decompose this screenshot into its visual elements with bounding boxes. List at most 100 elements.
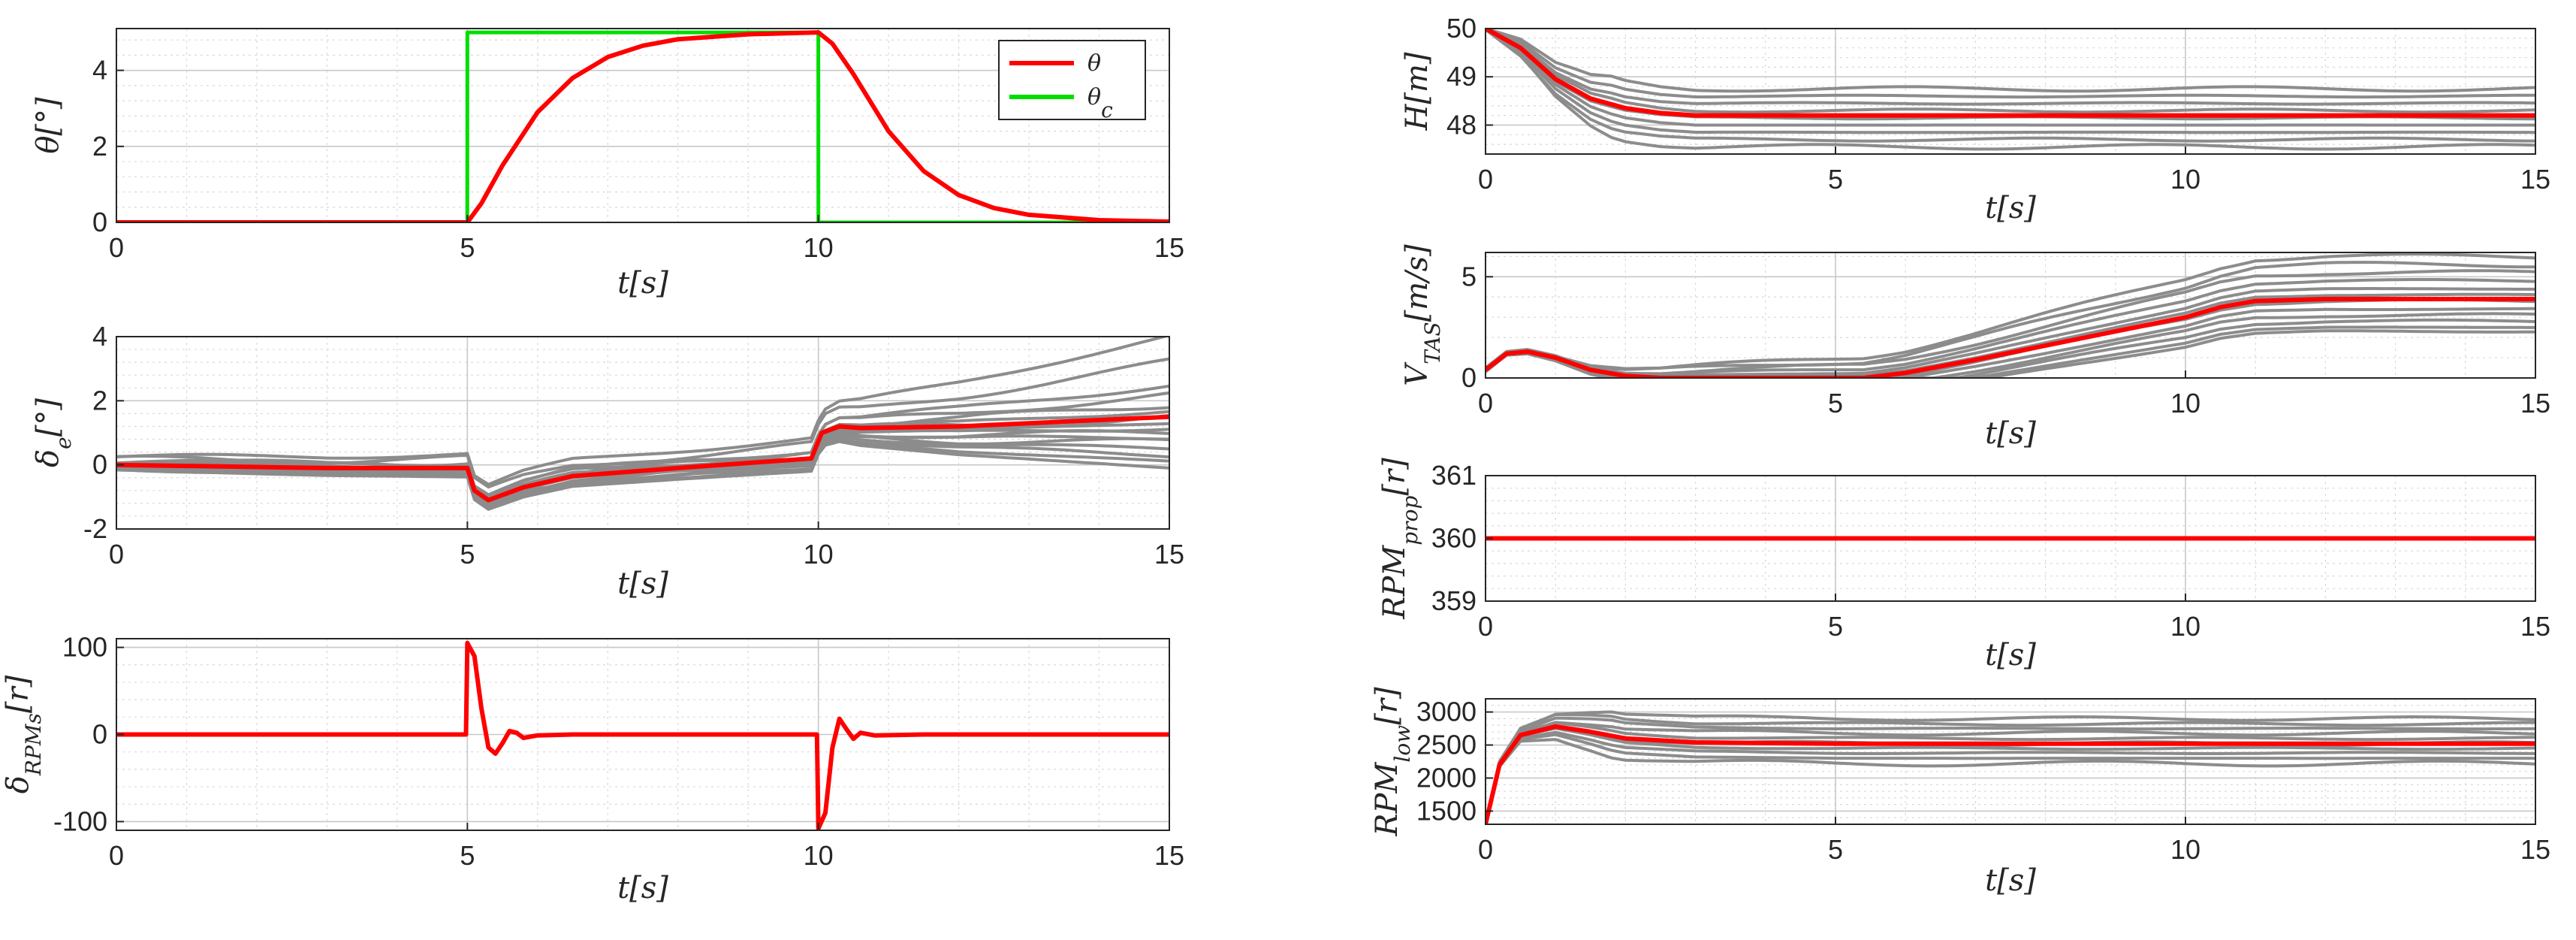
x-tick-label: 10 [2170,164,2200,195]
ensemble-run [1486,29,2535,127]
ensemble-run [1486,727,2535,824]
plot-lines [116,640,1169,830]
x-tick-label: 0 [1478,834,1493,865]
y-tick-label: 361 [1431,460,1477,491]
x-tick-label: 0 [109,539,124,570]
x-tick-label: 5 [1828,164,1843,195]
y-tick-label: 0 [92,719,107,750]
x-tick-label: 10 [2170,834,2200,865]
ensemble-run [1486,29,2535,135]
series-nominal [1486,724,2535,824]
y-tick-label: 3000 [1416,697,1477,727]
ensemble-run [116,384,1169,498]
y-axis-label: VTAS[m/s]VTAS[m/s] [1400,244,1445,386]
ensemble-run [1486,730,2535,824]
x-axis-label: t[s] [617,567,668,601]
plot-area [116,29,1169,222]
ensemble-run [1486,29,2535,143]
axes-box [116,28,1170,223]
series-θ [116,30,1169,222]
x-tick-label: 10 [804,539,834,570]
ensemble-run [1486,312,2535,378]
series-nominal [1486,29,2535,118]
x-tick-label: 5 [1828,611,1843,642]
plot-lines [1486,252,2535,378]
axes-box [1485,252,2536,379]
y-tick-label: 0 [92,207,107,237]
y-axis-label: θ[°]θ[°] [31,97,65,154]
plot-lines [1486,29,2535,151]
ensemble-run [1486,721,2535,824]
y-tick-label: 2000 [1416,762,1477,793]
x-tick-label: 0 [109,232,124,263]
x-tick-label: 5 [460,539,475,570]
y-axis-label: H[m]H[m] [1400,52,1434,131]
ensemble-run [1486,307,2535,378]
x-tick-label: 5 [1828,388,1843,419]
y-tick-label: 359 [1431,585,1477,616]
ensemble-run [1486,261,2535,373]
y-tick-label: 2 [92,385,107,416]
x-tick-label: 15 [1154,840,1184,871]
y-tick-label: 50 [1446,13,1477,44]
ensemble-run [1486,710,2535,824]
ensemble-run [1486,287,2535,377]
x-tick-label: 5 [1828,834,1843,865]
y-axis-label: δe[°]δe[°] [31,398,76,467]
ensemble-run [116,337,1169,486]
series-θc [116,30,1169,222]
x-tick-label: 15 [1154,539,1184,570]
x-tick-label: 10 [2170,388,2200,419]
x-tick-label: 15 [2520,611,2550,642]
chart-altitude: 0 5 10 15 48 49 50 t[s] H[m]H[m] [1400,13,2550,225]
plot-area [116,337,1169,529]
ensemble-run [116,410,1169,502]
x-tick-label: 0 [1478,388,1493,419]
legend-box [998,40,1146,120]
ensemble-run [1486,325,2535,378]
legend-label: θ [1087,50,1101,77]
ensemble-run [116,406,1169,503]
y-tick-label: 0 [1461,362,1477,393]
plot-lines [1486,710,2535,824]
ensemble-run [1486,29,2535,114]
ensemble-run [1486,733,2535,824]
y-axis-label: RPMprop[r]RPMprop[r] [1377,458,1422,620]
chart-theta: 0 5 10 15 0 2 4 t[s] θ[°]θ[°] θ θc [31,28,1184,301]
axes-box [1485,28,2536,155]
ensemble-run [1486,721,2535,824]
ensemble-run [116,440,1169,512]
ensemble-run [1486,329,2535,378]
y-tick-label: -2 [83,513,107,544]
x-tick-label: 0 [1478,164,1493,195]
y-tick-label: 0 [92,449,107,480]
y-tick-label: 360 [1431,523,1477,554]
x-tick-label: 15 [2520,164,2550,195]
y-tick-label: 100 [62,632,107,663]
x-axis-label: t[s] [617,266,668,301]
series-nominal [116,640,1169,830]
ensemble-run [1486,29,2535,99]
plot-lines [116,337,1169,512]
x-tick-label: 15 [1154,232,1184,263]
axes-box [116,336,1170,530]
ensemble-run [1486,278,2535,376]
y-tick-label: 4 [92,55,107,86]
y-tick-label: 2 [92,131,107,162]
ensemble-run [1486,29,2535,151]
x-tick-label: 5 [460,232,475,263]
y-tick-label: 4 [92,321,107,352]
x-tick-label: 10 [804,840,834,871]
y-axis-label: RPMlow[r]RPMlow[r] [1370,687,1415,837]
legend: θ θc [998,40,1146,122]
ensemble-run [1486,29,2535,106]
x-tick-label: 5 [460,840,475,871]
y-tick-label: 5 [1461,261,1477,292]
ensemble-run [116,437,1169,511]
x-axis-label: t[s] [1985,416,2036,451]
axes-box [1485,698,2536,825]
x-tick-label: 0 [109,840,124,871]
